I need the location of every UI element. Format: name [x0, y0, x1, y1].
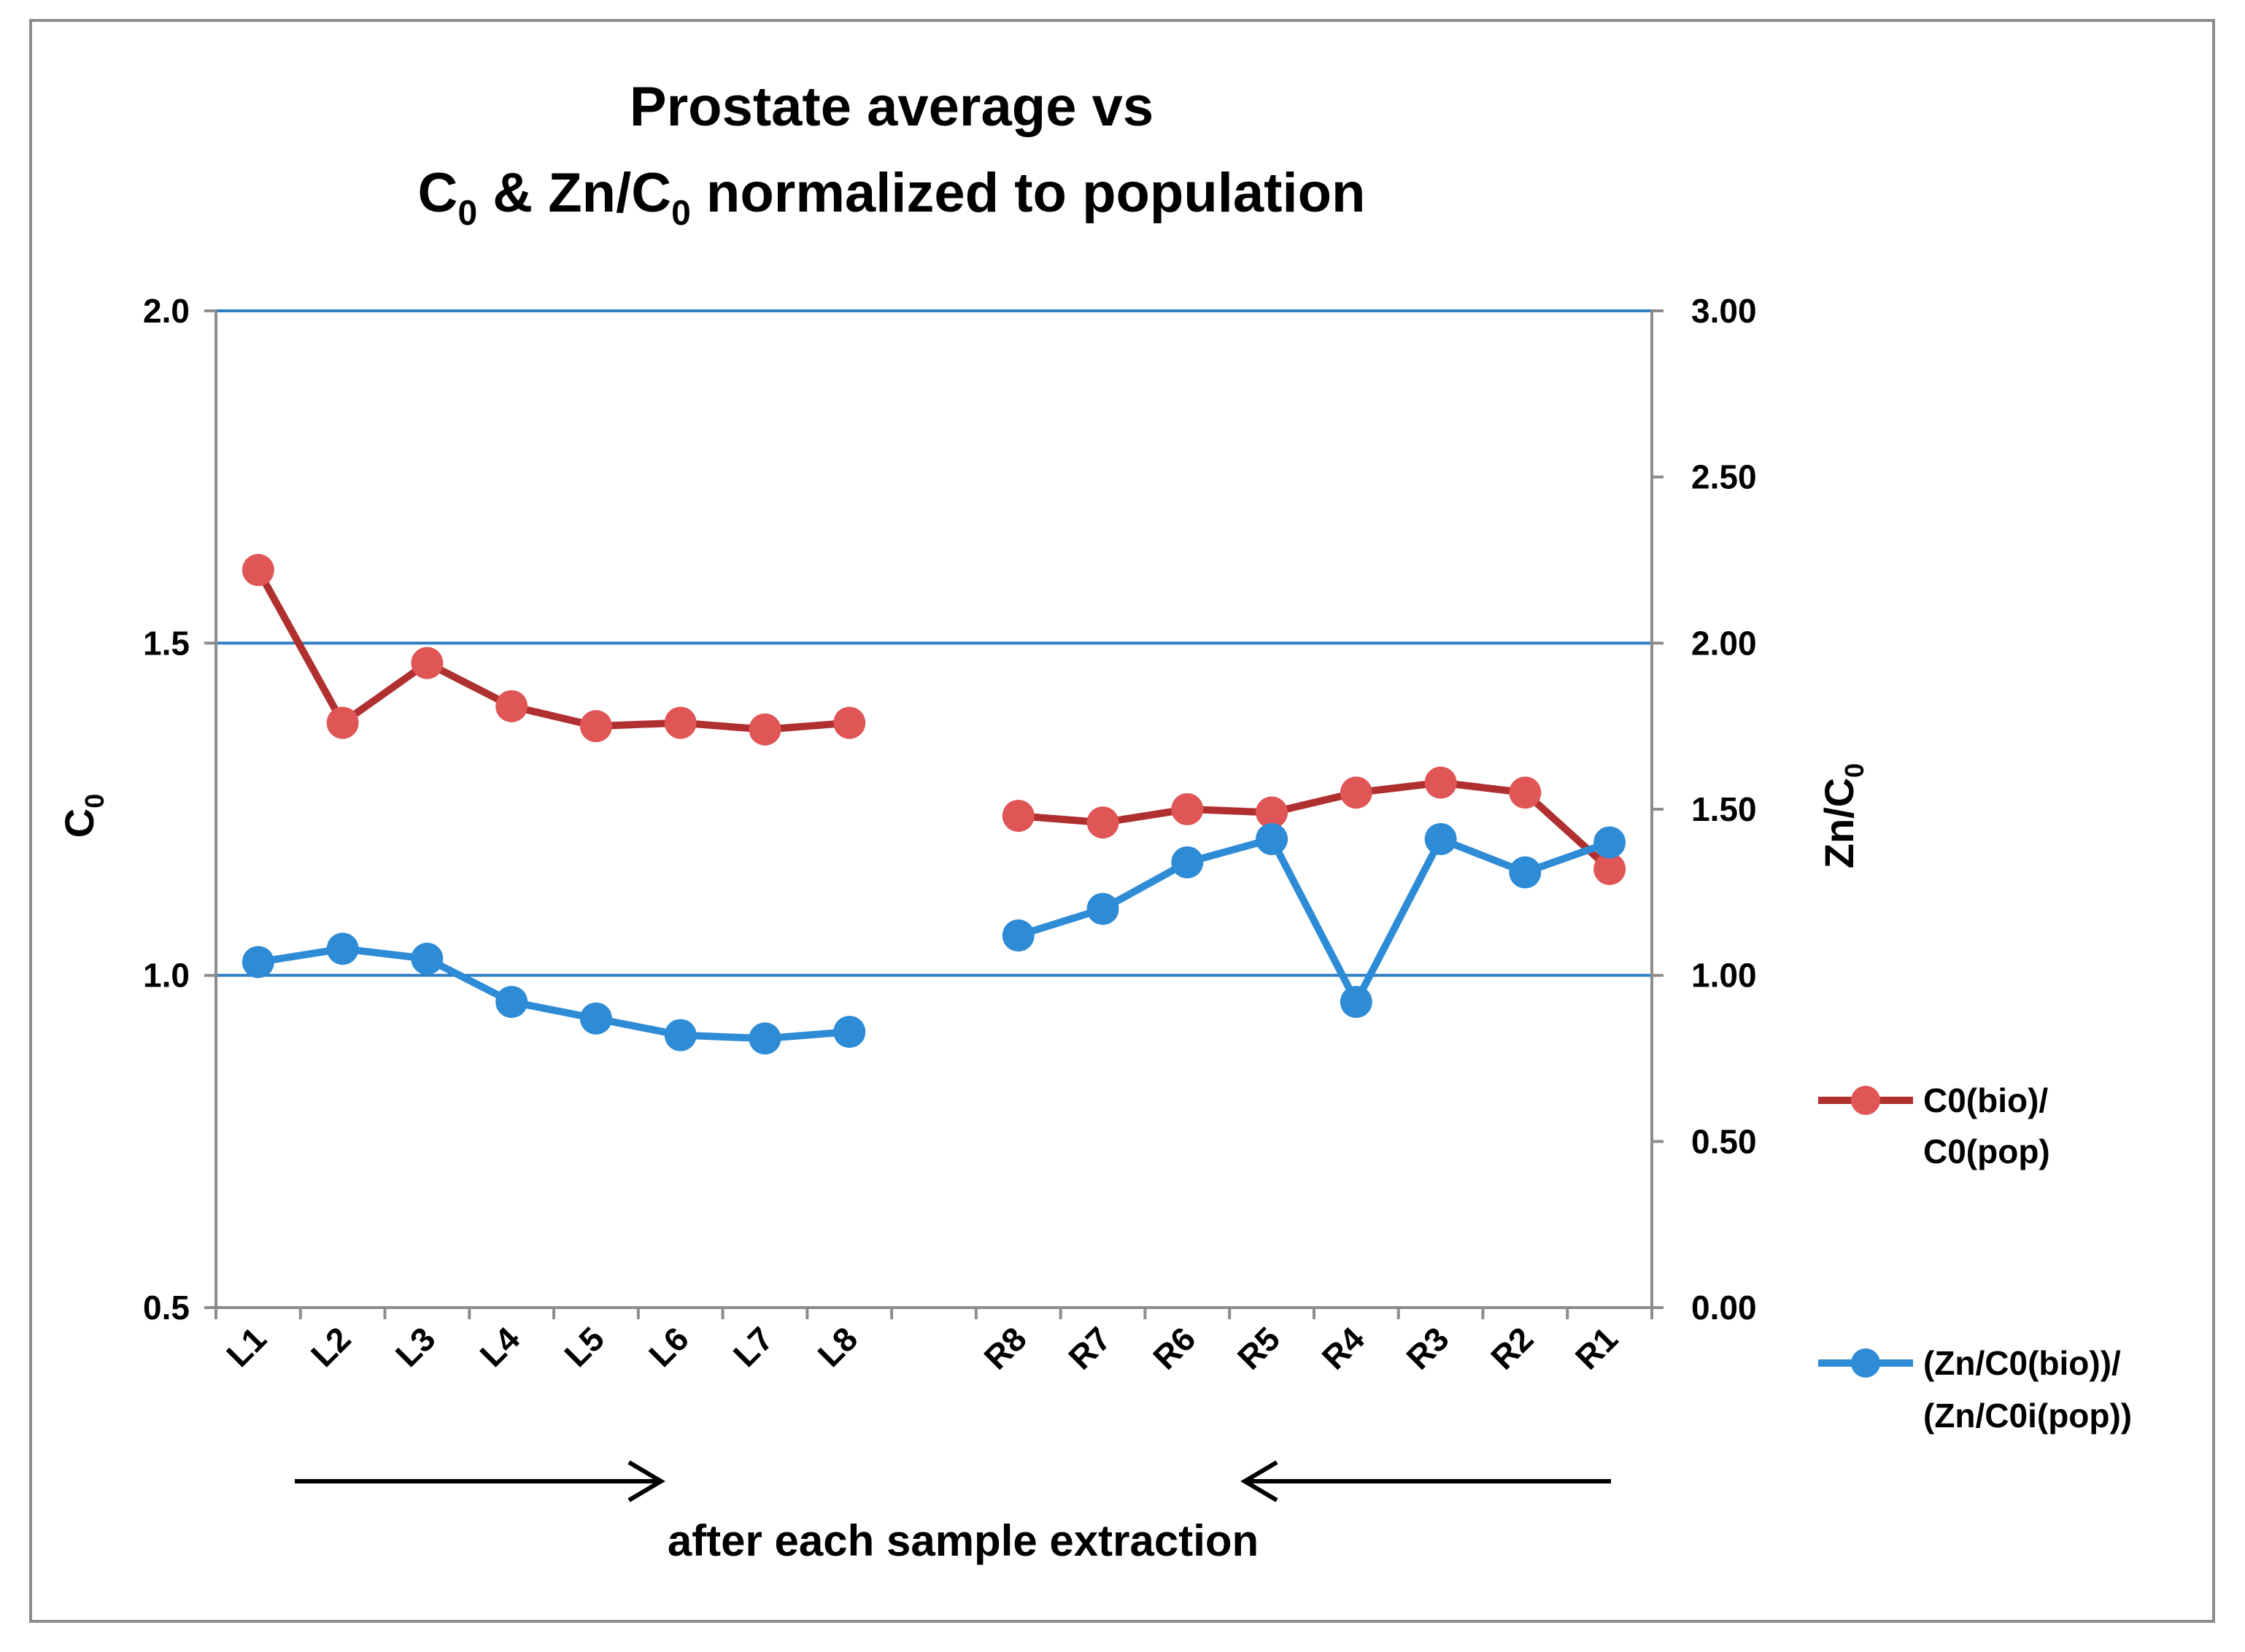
left-tick-label-1.5: 1.5 — [143, 624, 190, 662]
x-tick-label-L5: L5 — [557, 1319, 611, 1374]
legend-swatch-marker-zn — [1851, 1348, 1880, 1378]
series-1-point-L4 — [495, 986, 528, 1019]
series-0-point-R2 — [1509, 776, 1542, 809]
series-1-point-L2 — [326, 933, 359, 965]
legend-label-c0-line1: C0(bio)/ — [1923, 1081, 2048, 1119]
series-0-point-L4 — [495, 690, 528, 722]
series-1-point-R7 — [1086, 892, 1119, 925]
series-1-point-R5 — [1256, 822, 1288, 855]
x-tick-label-R8: R8 — [976, 1319, 1033, 1376]
right-axis-label: Zn/C0 — [1816, 763, 1869, 868]
series-0-point-L1 — [241, 554, 274, 587]
series-0-point-L3 — [411, 646, 444, 679]
series-0-point-L6 — [664, 706, 697, 739]
series-1-point-R4 — [1340, 986, 1372, 1019]
legend: C0(bio)/ C0(pop) (Zn/C0(bio))/ (Zn/C0i(p… — [1818, 1081, 2132, 1435]
grid-lines — [216, 309, 1652, 977]
x-tick-label-R6: R6 — [1145, 1319, 1202, 1376]
left-axis-label: C0 — [56, 794, 109, 838]
right-tick-label-3.00: 3.00 — [1691, 292, 1757, 330]
series-1-point-L3 — [411, 942, 444, 975]
chart-caption: after each sample extraction — [668, 1516, 1259, 1565]
x-tick-label-L3: L3 — [388, 1319, 443, 1374]
axes: 0.5 1.0 1.5 2.0 0.00 0.50 1.00 1.50 2.00 2.50 3.00… — [143, 292, 1756, 1377]
x-tick-label-L8: L8 — [811, 1319, 865, 1374]
series-0-point-R5 — [1256, 796, 1288, 829]
series-1-point-L7 — [749, 1022, 781, 1055]
left-tick-label-1.0: 1.0 — [143, 957, 190, 995]
x-tick-label-L4: L4 — [473, 1319, 528, 1374]
x-tick-label-R4: R4 — [1315, 1319, 1372, 1377]
series-0-point-R3 — [1424, 766, 1457, 799]
series-1-point-L6 — [664, 1019, 697, 1051]
left-tick-label-2.0: 2.0 — [143, 292, 190, 330]
extraction-arrow-left — [1240, 1460, 1611, 1502]
series-1 — [241, 822, 1626, 1055]
series-0-point-R1 — [1593, 852, 1626, 885]
series-1-point-R3 — [1424, 822, 1457, 855]
series-0-point-R6 — [1171, 793, 1204, 825]
right-tick-label-2.00: 2.00 — [1691, 624, 1757, 662]
series-0-line-0 — [255, 568, 850, 733]
series-1-point-L8 — [833, 1016, 866, 1049]
legend-label-zn-line2: (Zn/C0i(pop)) — [1923, 1397, 2132, 1435]
series-0-point-R8 — [1002, 800, 1035, 833]
chart-title-line2: C0 & Zn/C0 normalized to population — [418, 162, 1366, 233]
right-tick-label-1.00: 1.00 — [1691, 957, 1757, 995]
svg-text:C0: C0 — [56, 794, 109, 838]
x-tick-label-R5: R5 — [1230, 1319, 1287, 1376]
series-1-point-L5 — [579, 1002, 612, 1035]
x-tick-label-L7: L7 — [726, 1319, 781, 1374]
right-tick-label-2.50: 2.50 — [1691, 458, 1757, 496]
series-0-point-L7 — [749, 713, 781, 746]
legend-swatch-marker-c0 — [1851, 1086, 1880, 1115]
series-1-point-L1 — [241, 946, 274, 979]
left-tick-label-0.5: 0.5 — [143, 1289, 190, 1327]
x-tick-label-R1: R1 — [1568, 1319, 1625, 1376]
series-1-point-R8 — [1002, 919, 1035, 952]
series-1-point-R6 — [1171, 846, 1204, 879]
series-1-point-R2 — [1509, 856, 1542, 889]
series-0-point-R7 — [1086, 806, 1119, 839]
series-0-point-L8 — [833, 706, 866, 739]
legend-label-c0-line2: C0(pop) — [1923, 1132, 2050, 1170]
series-0-point-R4 — [1340, 776, 1372, 809]
x-tick-label-R7: R7 — [1061, 1319, 1118, 1376]
x-tick-label-R2: R2 — [1483, 1319, 1540, 1376]
right-tick-label-0.00: 0.00 — [1691, 1289, 1757, 1327]
series-1-point-R1 — [1593, 826, 1626, 859]
series-layer — [241, 554, 1626, 1055]
series-0-point-L2 — [326, 706, 359, 739]
legend-label-zn-line1: (Zn/C0(bio))/ — [1923, 1344, 2121, 1382]
x-tick-label-R3: R3 — [1399, 1319, 1456, 1376]
x-tick-label-L1: L1 — [219, 1319, 274, 1374]
x-tick-label-L2: L2 — [304, 1319, 358, 1374]
extraction-arrow-right — [295, 1460, 665, 1502]
series-0 — [241, 554, 1626, 885]
right-tick-label-1.50: 1.50 — [1691, 790, 1757, 828]
chart-title-line1: Prostate average vs — [630, 76, 1154, 138]
svg-text:Zn/C0: Zn/C0 — [1816, 763, 1869, 868]
series-0-point-L5 — [579, 710, 612, 743]
x-tick-label-L6: L6 — [641, 1319, 696, 1374]
right-tick-label-0.50: 0.50 — [1691, 1122, 1757, 1160]
